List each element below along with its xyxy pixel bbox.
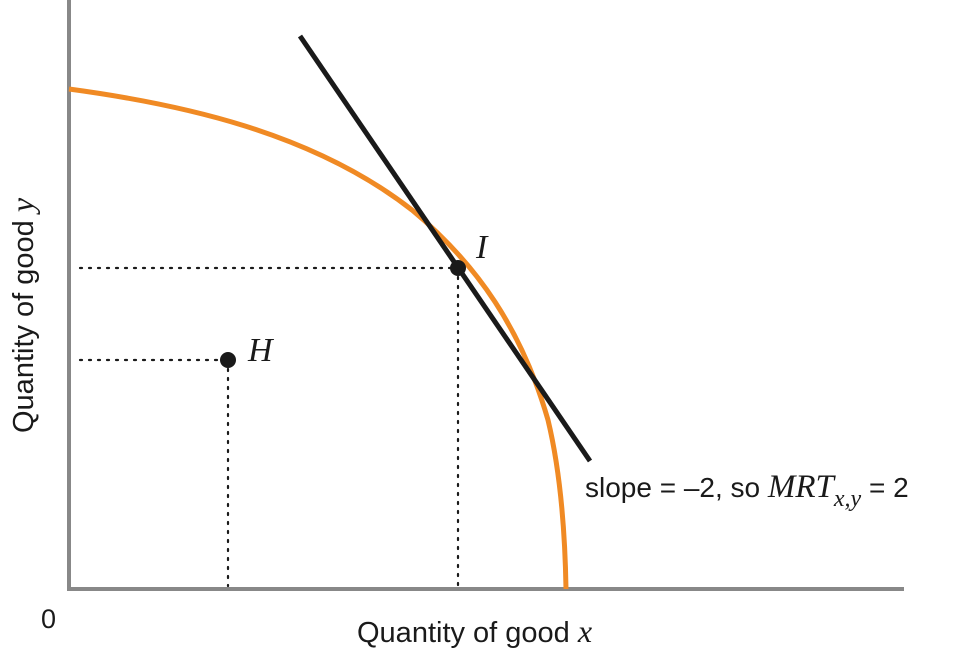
- x-axis-label: Quantity of good x: [357, 613, 592, 649]
- tangent-annotation-suffix: = 2: [861, 472, 908, 503]
- mrt-symbol: MRT: [767, 469, 837, 505]
- x-axis-label-text: Quantity of good: [357, 617, 578, 649]
- y-axis-variable: y: [4, 197, 40, 215]
- tangent-line: [297, 34, 593, 463]
- tangent-annotation-prefix: slope = –2, so: [585, 472, 768, 503]
- y-axis-label: Quantity of good y: [4, 197, 40, 433]
- production-possibilities-frontier: [68, 86, 569, 590]
- tangent-annotation: slope = –2, so MRTx,y = 2: [585, 469, 909, 512]
- point-H-label: H: [247, 332, 275, 369]
- point-I-label: I: [475, 229, 489, 266]
- point-I: [450, 260, 466, 276]
- mrt-subscript: x,y: [833, 486, 862, 512]
- origin-label: 0: [41, 604, 56, 634]
- y-axis-label-text: Quantity of good: [8, 212, 40, 433]
- point-H: [220, 352, 236, 368]
- x-axis-variable: x: [577, 613, 592, 649]
